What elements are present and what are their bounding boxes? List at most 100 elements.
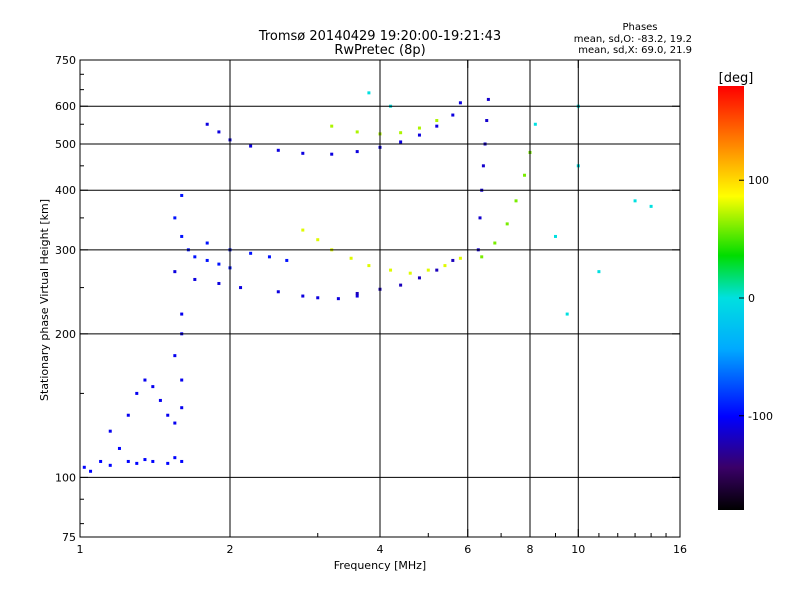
data-point xyxy=(355,294,359,298)
data-point xyxy=(173,354,177,358)
points-layer xyxy=(82,91,653,473)
data-point xyxy=(443,264,447,268)
data-point xyxy=(367,264,371,268)
data-point xyxy=(316,296,320,300)
data-point xyxy=(217,281,221,285)
data-point xyxy=(173,270,177,274)
data-point xyxy=(166,413,170,417)
stats-title: Phases xyxy=(622,22,657,33)
data-point xyxy=(205,122,209,126)
x-tick-label: 16 xyxy=(673,543,687,556)
data-point xyxy=(435,268,439,272)
data-point xyxy=(417,133,421,137)
data-point xyxy=(435,124,439,128)
data-point xyxy=(355,291,359,295)
data-point xyxy=(523,173,527,177)
data-point xyxy=(205,258,209,262)
data-point xyxy=(135,391,139,395)
data-point xyxy=(389,268,393,272)
data-point xyxy=(249,144,253,148)
data-point xyxy=(193,277,197,281)
data-point xyxy=(565,312,569,316)
data-point xyxy=(117,446,121,450)
x-tick-label: 1 xyxy=(77,543,84,556)
data-point xyxy=(478,216,482,220)
data-point xyxy=(355,150,359,154)
grid-layer xyxy=(80,60,680,537)
x-axis-label: Frequency [MHz] xyxy=(334,559,426,572)
chart-subtitle: RwPretec (8p) xyxy=(334,43,425,58)
data-point xyxy=(480,255,484,259)
data-point xyxy=(151,385,155,389)
data-point xyxy=(276,290,280,294)
data-point xyxy=(135,461,139,465)
y-axis-label: Stationary phase Virtual Height [km] xyxy=(38,199,51,401)
data-point xyxy=(158,398,162,402)
data-point xyxy=(151,459,155,463)
y-tick-label: 200 xyxy=(55,328,76,341)
data-point xyxy=(143,458,147,462)
data-point xyxy=(180,406,184,410)
stats-line-x: mean, sd,X: 69.0, 21.9 xyxy=(578,45,692,56)
x-tick-label: 6 xyxy=(464,543,471,556)
data-point xyxy=(173,421,177,425)
stats-line-o: mean, sd,O: -83.2, 19.2 xyxy=(574,34,692,45)
colorbar-ticks: 100 0 -100 xyxy=(739,174,773,423)
y-tick-label: 400 xyxy=(55,184,76,197)
data-point xyxy=(458,101,462,105)
data-point xyxy=(485,119,489,123)
data-point xyxy=(451,113,455,117)
y-tick-label: 750 xyxy=(55,54,76,67)
y-tick-label: 75 xyxy=(62,531,76,544)
data-point xyxy=(481,164,485,168)
data-point xyxy=(126,413,130,417)
data-point xyxy=(205,241,209,245)
data-point xyxy=(649,204,653,208)
data-point xyxy=(89,469,93,473)
data-point xyxy=(355,130,359,134)
data-point xyxy=(330,124,334,128)
data-point xyxy=(301,228,305,232)
y-tick-label: 600 xyxy=(55,100,76,113)
data-point xyxy=(267,255,271,259)
data-point xyxy=(349,256,353,260)
data-point xyxy=(180,312,184,316)
data-point xyxy=(126,459,130,463)
data-point xyxy=(417,276,421,280)
y-tick-label: 300 xyxy=(55,244,76,257)
data-point xyxy=(99,459,103,463)
data-point xyxy=(330,152,334,156)
data-point xyxy=(367,91,371,95)
data-point xyxy=(399,140,403,144)
data-point xyxy=(533,122,537,126)
x-tick-label: 10 xyxy=(571,543,585,556)
ticks-layer: 1 2 4 6 8 10 16 75 100 200 300 400 500 600 750 xyxy=(55,54,687,556)
data-point xyxy=(217,130,221,134)
data-point xyxy=(82,465,86,469)
data-point xyxy=(458,256,462,260)
data-point xyxy=(408,271,412,275)
data-point xyxy=(180,459,184,463)
data-point xyxy=(173,216,177,220)
data-point xyxy=(633,199,637,203)
chart-title: Tromsø 20140429 19:20:00-19:21:43 xyxy=(258,29,501,44)
data-point xyxy=(399,283,403,287)
data-point xyxy=(108,463,112,467)
data-point xyxy=(493,241,497,245)
data-point xyxy=(336,297,340,301)
colorbar-tick-label: 0 xyxy=(748,292,755,305)
data-point xyxy=(180,234,184,238)
data-point xyxy=(276,148,280,152)
x-tick-label: 8 xyxy=(527,543,534,556)
data-point xyxy=(180,378,184,382)
data-point xyxy=(399,131,403,135)
data-point xyxy=(426,268,430,272)
x-tick-label: 2 xyxy=(227,543,234,556)
data-point xyxy=(193,255,197,259)
data-point xyxy=(239,286,243,290)
data-point xyxy=(553,234,557,238)
data-point xyxy=(301,294,305,298)
colorbar-label: [deg] xyxy=(719,71,754,86)
data-point xyxy=(217,262,221,266)
